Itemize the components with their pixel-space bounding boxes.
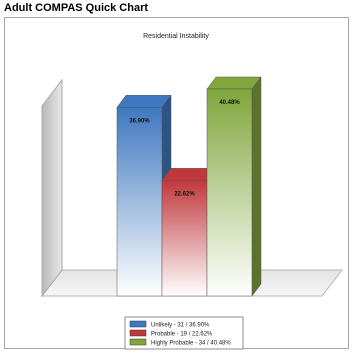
bar-top-0 bbox=[116, 95, 172, 108]
legend-label-2: Highly Probable - 34 / 40.48% bbox=[151, 341, 231, 347]
bar-side-2 bbox=[251, 76, 262, 297]
legend-swatch-0 bbox=[129, 320, 147, 328]
legend-swatch-2 bbox=[129, 338, 147, 346]
chart-side-wall bbox=[41, 78, 63, 298]
bar-value-label-0: 36.90% bbox=[129, 118, 150, 124]
legend: Unlikely - 31 / 36.90% Probable - 19 / 22… bbox=[129, 320, 231, 347]
legend-label-0: Unlikely - 31 / 36.90% bbox=[151, 323, 210, 329]
bar-value-label-1: 22.62% bbox=[174, 191, 195, 197]
bar-1 bbox=[161, 180, 208, 297]
chart-title: Residential Instability bbox=[143, 33, 209, 40]
bar-2 bbox=[206, 88, 253, 297]
bar-0 bbox=[116, 107, 163, 297]
bar-value-label-2: 40.48% bbox=[219, 100, 240, 106]
legend-label-1: Probable - 19 / 22.62% bbox=[151, 332, 213, 338]
bars-group: 36.90% 22.62% 40.48% bbox=[116, 76, 262, 297]
bar-top-2 bbox=[206, 76, 262, 90]
window-title: Adult COMPAS Quick Chart bbox=[4, 2, 149, 14]
legend-swatch-1 bbox=[129, 329, 147, 337]
